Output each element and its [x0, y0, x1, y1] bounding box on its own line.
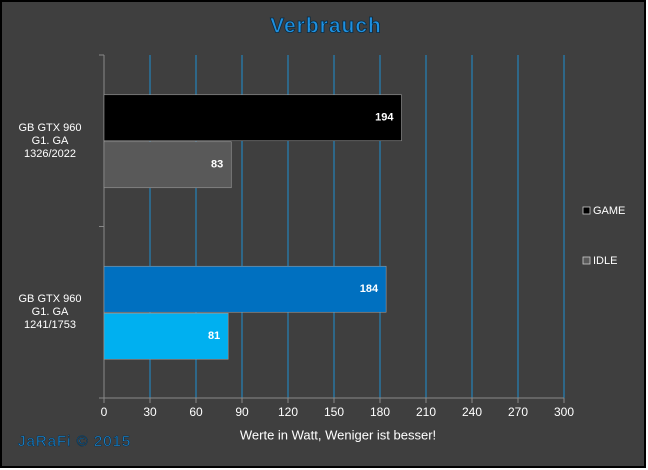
legend-label: IDLE: [593, 255, 617, 267]
x-tick-label: 0: [101, 405, 108, 419]
bar: [103, 312, 229, 360]
legend-swatch: [582, 206, 591, 215]
x-tick-label: 150: [324, 405, 344, 419]
bar: [103, 141, 232, 189]
x-axis-title: Werte in Watt, Weniger ist besser!: [240, 427, 436, 442]
x-tick-label: 180: [370, 405, 390, 419]
x-tick-label: 210: [416, 405, 436, 419]
x-tick-label: 300: [554, 405, 574, 419]
chart-title: Verbrauch: [270, 15, 382, 38]
x-tick-label: 60: [189, 405, 203, 419]
x-tick-label: 30: [143, 405, 157, 419]
legend-label: GAME: [593, 205, 625, 217]
y-tick-label: GB GTX 960 G1. GA 1326/2022: [18, 121, 82, 160]
x-tick-label: 90: [235, 405, 249, 419]
x-tick-label: 240: [462, 405, 482, 419]
x-tick-label: 120: [278, 405, 298, 419]
legend-swatch: [582, 256, 591, 265]
data-label: 194: [375, 112, 394, 124]
data-label: 184: [360, 283, 379, 295]
watermark: JaRaFi © 2015: [18, 433, 131, 450]
bar: [103, 265, 387, 313]
bar: [103, 94, 402, 142]
data-label: 81: [208, 330, 220, 342]
x-tick-label: 270: [508, 405, 528, 419]
data-label: 83: [211, 159, 223, 171]
y-tick-label: GB GTX 960 G1. GA 1241/1753: [18, 293, 82, 332]
